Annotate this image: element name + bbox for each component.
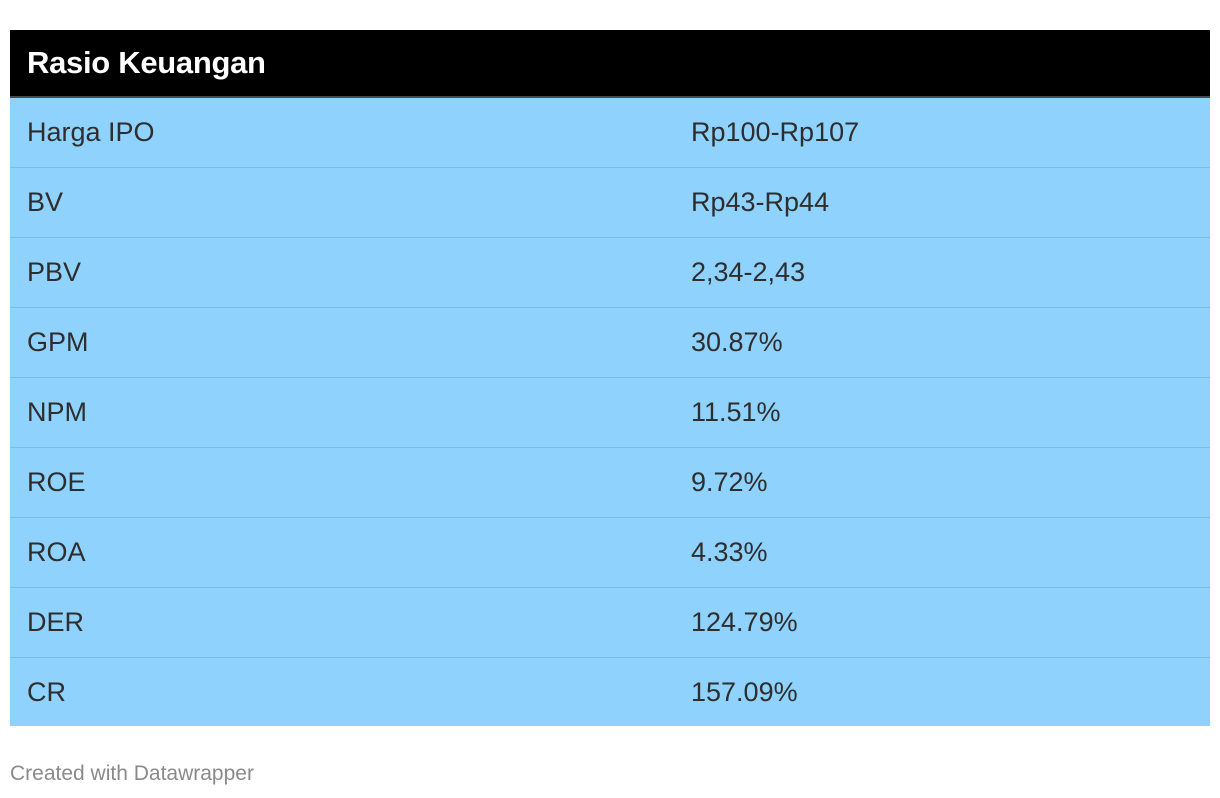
row-label: BV [27,187,64,217]
row-value: 30.87% [691,327,783,357]
row-label: GPM [27,327,89,357]
row-label: CR [27,676,66,707]
table-row: ROE 9.72% [10,448,1210,518]
table-header: Rasio Keuangan [10,30,1210,98]
row-label: PBV [27,257,82,287]
row-value: 124.79% [691,607,798,637]
row-value: 9.72% [691,467,768,497]
row-label: ROA [27,537,86,567]
row-value: 2,34-2,43 [691,257,806,287]
row-label: Harga IPO [27,117,155,147]
table-row: BV Rp43-Rp44 [10,168,1210,238]
row-label: NPM [27,397,87,427]
table-title: Rasio Keuangan [27,45,266,80]
datawrapper-credit: Created with Datawrapper [10,762,254,785]
row-value: 157.09% [691,676,798,707]
row-value: Rp43-Rp44 [691,187,830,217]
table-row: Harga IPO Rp100-Rp107 [10,98,1210,168]
table-row: DER 124.79% [10,588,1210,658]
financial-ratio-table: Rasio Keuangan Harga IPO Rp100-Rp107 BV … [10,30,1210,726]
table-row: ROA 4.33% [10,518,1210,588]
table-row: NPM 11.51% [10,378,1210,448]
row-value: 4.33% [691,537,768,567]
row-label: ROE [27,467,86,497]
row-label: DER [27,607,85,637]
row-value: Rp100-Rp107 [691,117,860,147]
table-row: GPM 30.87% [10,308,1210,378]
table-row: PBV 2,34-2,43 [10,238,1210,308]
table-body: Harga IPO Rp100-Rp107 BV Rp43-Rp44 PBV 2… [10,98,1210,726]
row-value: 11.51% [691,397,781,427]
table-row: CR 157.09% [10,658,1210,726]
